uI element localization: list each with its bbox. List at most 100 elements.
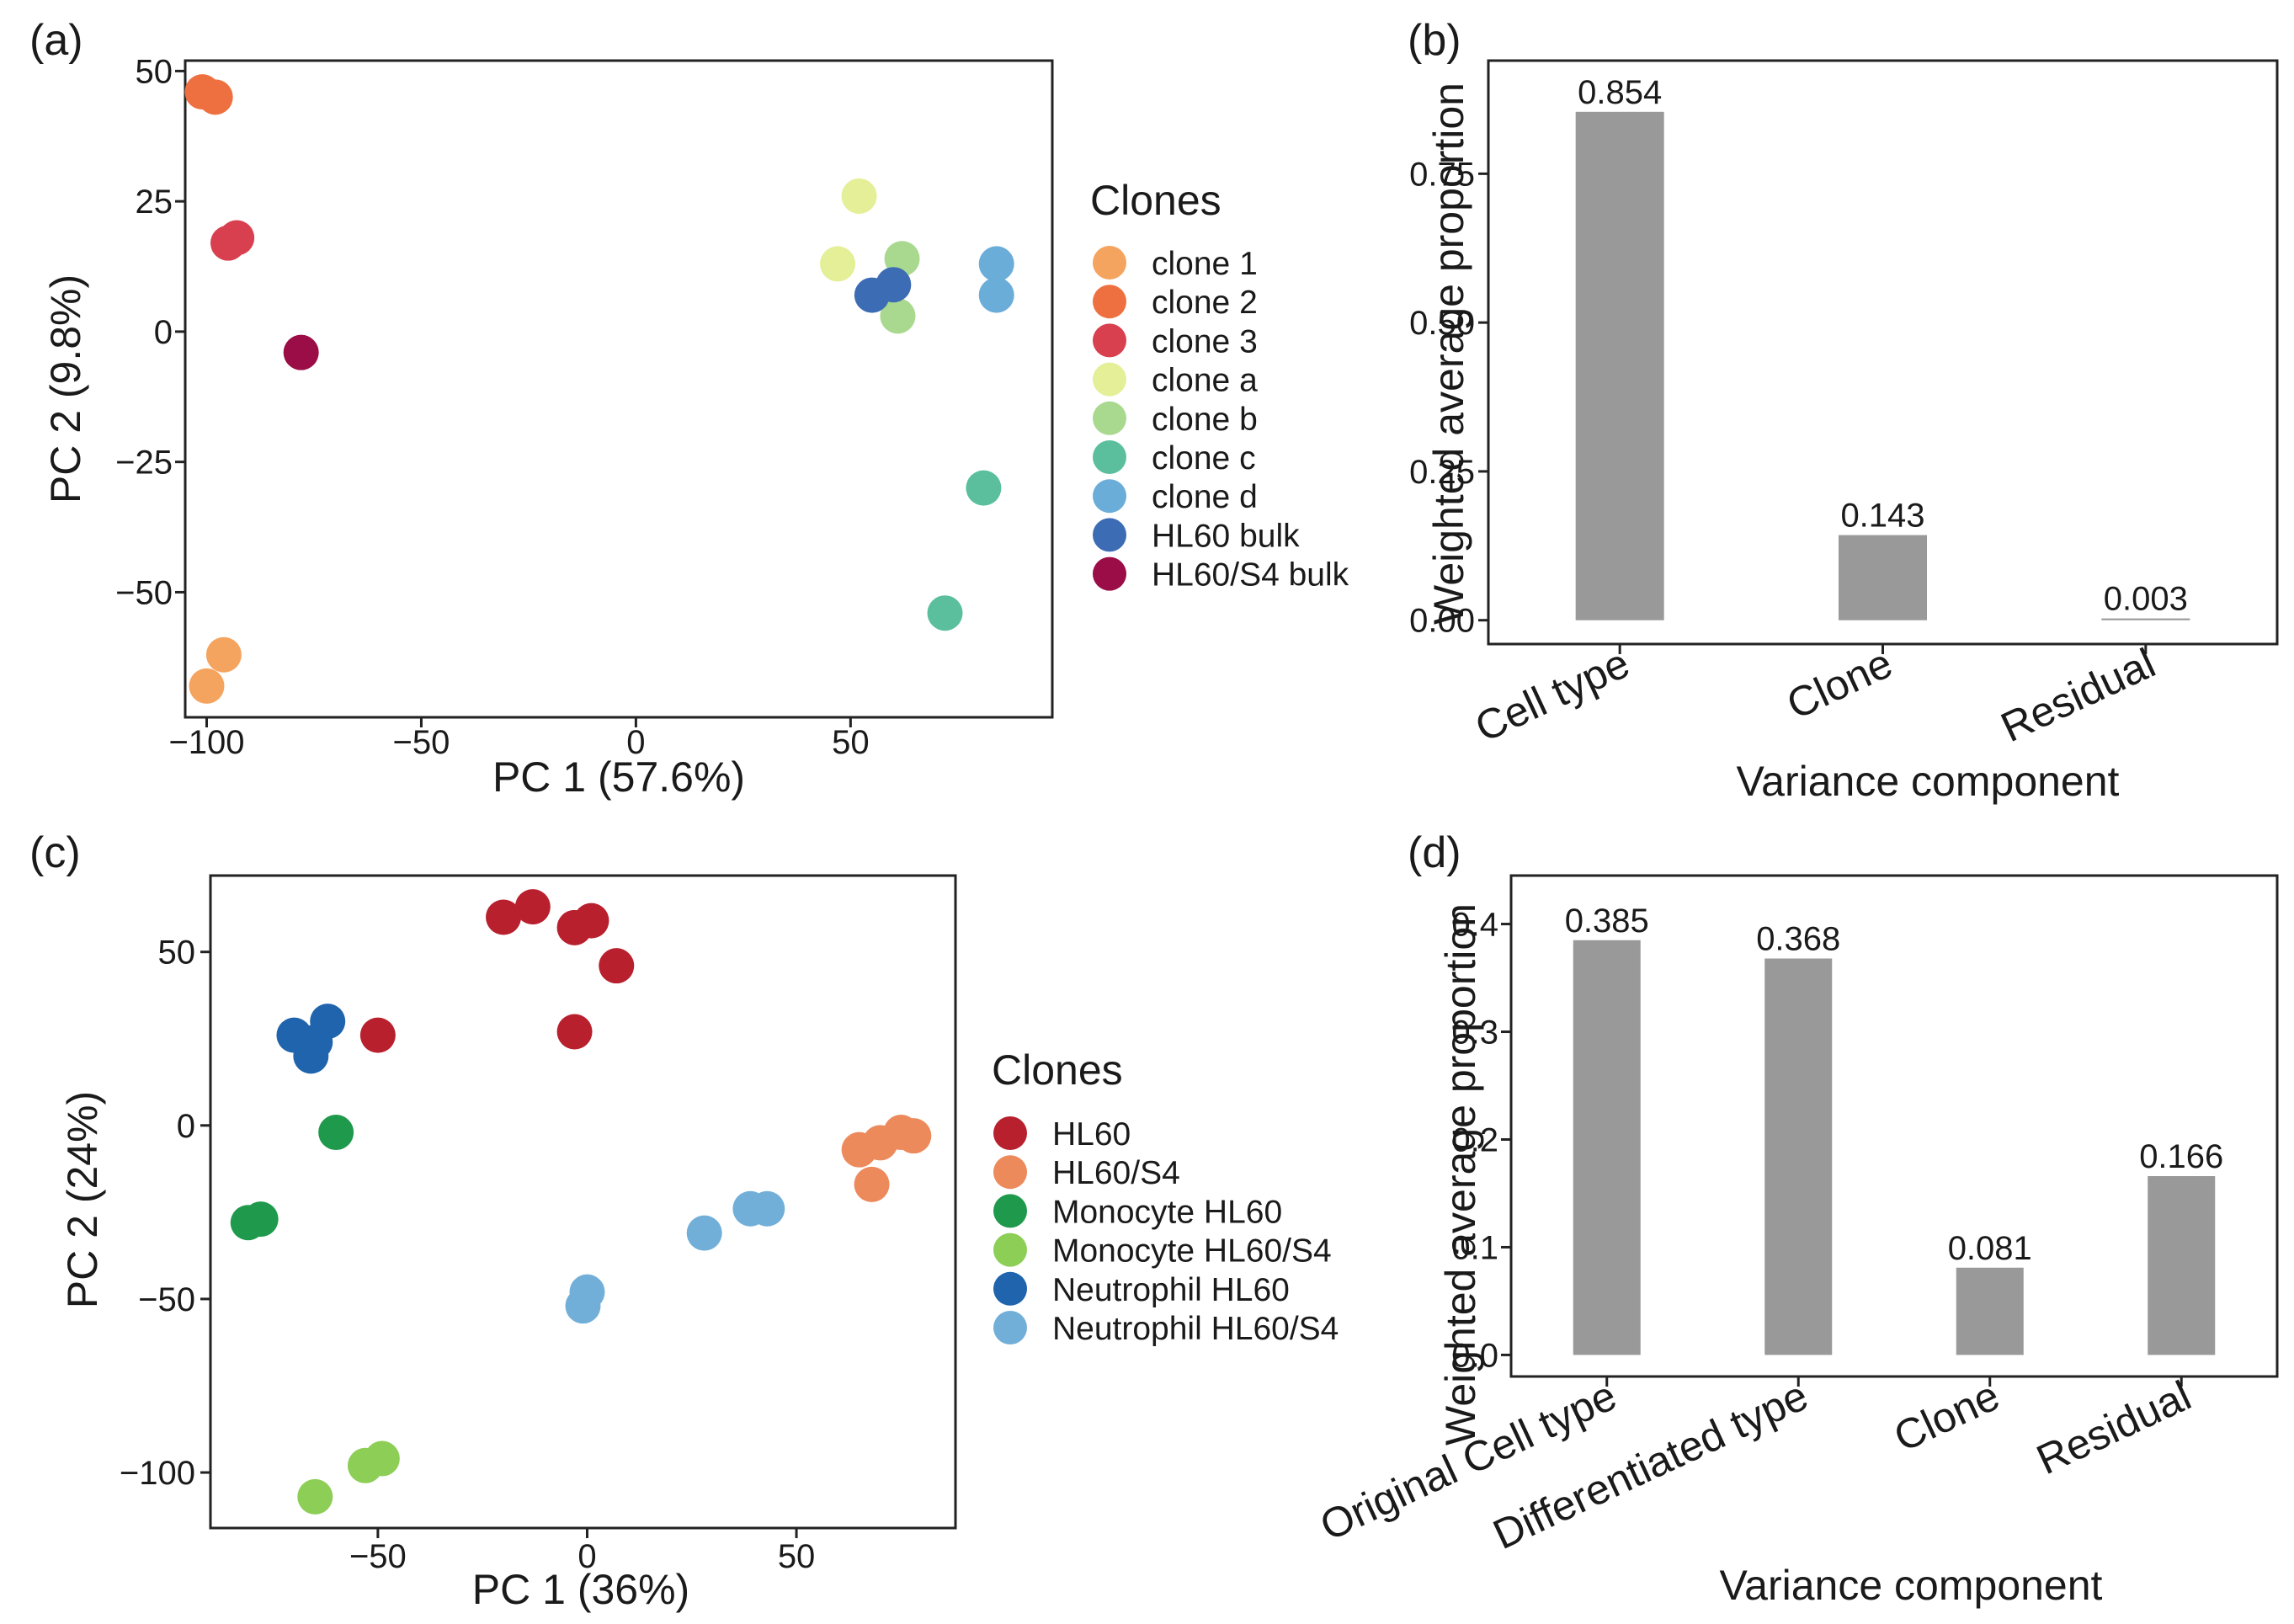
x-category-label: Clone	[1887, 1371, 2006, 1461]
panel-a-scatter: (a) 50 25 0 −25 −50 −100 −50 0 50 PC 1 (57.6%) PC 2…	[29, 16, 1349, 801]
scatter-point-clone-d	[978, 246, 1014, 282]
legend-swatch	[1093, 246, 1126, 280]
y-tick-label: 0.50	[1409, 305, 1475, 342]
bar-value-label: 0.385	[1565, 903, 1649, 940]
plot-frame	[184, 59, 1054, 719]
y-tick-label: 0	[177, 1108, 195, 1145]
bar	[2148, 1176, 2216, 1355]
legend-label: HL60 bulk	[1152, 518, 1300, 554]
legend-swatch	[993, 1311, 1027, 1344]
y-axis-title: Weighted average proportion	[1437, 903, 1484, 1446]
panel-b-bar: (b) 0.00 0.25 0.50 0.75 0.854 Cell type 0.143 Cl…	[1408, 16, 2279, 805]
y-axis-title: Weighted average proportion	[1425, 83, 1472, 625]
panel-label: (c)	[29, 828, 81, 877]
y-tick-label: 0.25	[1409, 454, 1475, 491]
legend-label: Monocyte HL60	[1052, 1194, 1282, 1230]
legend-swatch	[993, 1116, 1027, 1150]
panel-label: (b)	[1408, 16, 1461, 65]
x-tick-label: −50	[349, 1538, 407, 1575]
panel-label: (a)	[29, 16, 83, 65]
y-tick-label: 0.2	[1451, 1121, 1498, 1158]
x-category-label: Residual	[2030, 1371, 2198, 1483]
x-axis-title: Variance component	[1737, 758, 2120, 805]
bar	[1764, 958, 1833, 1355]
y-axis-title: PC 2 (24%)	[59, 1091, 106, 1308]
y-tick-label: −25	[115, 445, 173, 482]
y-tick-label: 0.3	[1451, 1014, 1498, 1052]
scatter-point-hl60	[514, 889, 551, 925]
scatter-point-clone-a	[820, 246, 856, 282]
y-tick-label: 0.75	[1409, 156, 1475, 193]
x-axis-title: PC 1 (57.6%)	[492, 753, 745, 801]
legend-label: clone 3	[1152, 323, 1258, 359]
scatter-point-hl60	[486, 899, 522, 935]
legend-swatch	[1093, 479, 1126, 514]
legend-swatch	[1093, 401, 1126, 435]
y-tick-label: 0.00	[1409, 603, 1475, 640]
legend-title: Clones	[1090, 177, 1222, 224]
scatter-point-monocyte-hl60	[318, 1115, 354, 1151]
bar-value-label: 0.166	[2139, 1138, 2223, 1175]
y-tick-label: −100	[120, 1455, 195, 1492]
legend-swatch	[1093, 518, 1126, 552]
x-category-label: Residual	[1993, 639, 2162, 751]
x-axis-title: Variance component	[1720, 1562, 2103, 1609]
y-tick-label: −50	[138, 1281, 195, 1318]
scatter-point-hl60	[599, 948, 635, 984]
scatter-point-clone-1	[205, 636, 242, 673]
legend-swatch	[1093, 556, 1126, 591]
legend-swatch	[993, 1194, 1027, 1228]
scatter-point-clone-2	[197, 79, 233, 115]
y-tick-label: 0.0	[1451, 1337, 1498, 1374]
scatter-point-hl60	[573, 903, 609, 939]
scatter-point-neutrophil-hl60-s4	[686, 1215, 722, 1251]
bar	[1839, 535, 1927, 620]
scatter-point-clone-1	[189, 668, 225, 704]
legend-label: Neutrophil HL60/S4	[1052, 1311, 1339, 1347]
bar-value-label: 0.081	[1948, 1230, 2032, 1267]
scatter-point-clone-b	[880, 298, 916, 334]
scatter-point-monocyte-hl60-s4	[364, 1440, 400, 1477]
legend-swatch	[993, 1233, 1027, 1267]
scatter-point-hl60-bulk	[876, 267, 912, 303]
x-axis-title: PC 1 (36%)	[472, 1566, 689, 1613]
x-tick-label: 50	[778, 1538, 816, 1575]
x-tick-label: 0	[626, 724, 645, 761]
bar	[1573, 940, 1641, 1355]
y-tick-label: 0.4	[1451, 907, 1498, 944]
scatter-point-clone-d	[978, 277, 1014, 313]
x-tick-label: −50	[393, 724, 450, 761]
y-tick-label: −50	[115, 574, 173, 611]
scatter-point-clone-c	[927, 595, 963, 631]
y-axis-title: PC 2 (9.8%)	[42, 274, 89, 503]
plot-frame	[1509, 874, 2279, 1378]
bar	[1575, 111, 1664, 620]
bar-value-label: 0.368	[1756, 921, 1840, 958]
legend-label: Neutrophil HL60	[1052, 1272, 1290, 1308]
legend-swatch	[1093, 440, 1126, 474]
legend-label: HL60/S4 bulk	[1152, 557, 1349, 594]
scatter-point-monocyte-hl60-s4	[297, 1478, 333, 1515]
x-tick-label: 0	[577, 1538, 596, 1575]
y-tick-label: 25	[136, 184, 173, 221]
y-tick-label: 50	[158, 934, 196, 972]
legend-swatch	[993, 1271, 1027, 1306]
legend-label: clone d	[1152, 479, 1258, 515]
legend-swatch	[1093, 285, 1126, 319]
legend-label: clone b	[1152, 402, 1258, 438]
legend-label: clone 1	[1152, 246, 1258, 282]
plot-frame	[209, 874, 957, 1530]
bar-value-label: 0.854	[1578, 74, 1662, 111]
y-tick-label: 0	[154, 314, 173, 351]
scatter-point-monocyte-hl60	[242, 1201, 279, 1238]
scatter-point-hl60	[556, 1014, 593, 1050]
scatter-point-hl60	[359, 1017, 396, 1053]
legend-label: clone c	[1152, 440, 1256, 477]
legend-label: HL60/S4	[1052, 1155, 1180, 1191]
bar	[1956, 1267, 2024, 1355]
y-tick-label: 0.1	[1451, 1229, 1498, 1266]
x-tick-label: 50	[832, 724, 870, 761]
scatter-point-neutrophil-hl60-s4	[565, 1288, 601, 1324]
